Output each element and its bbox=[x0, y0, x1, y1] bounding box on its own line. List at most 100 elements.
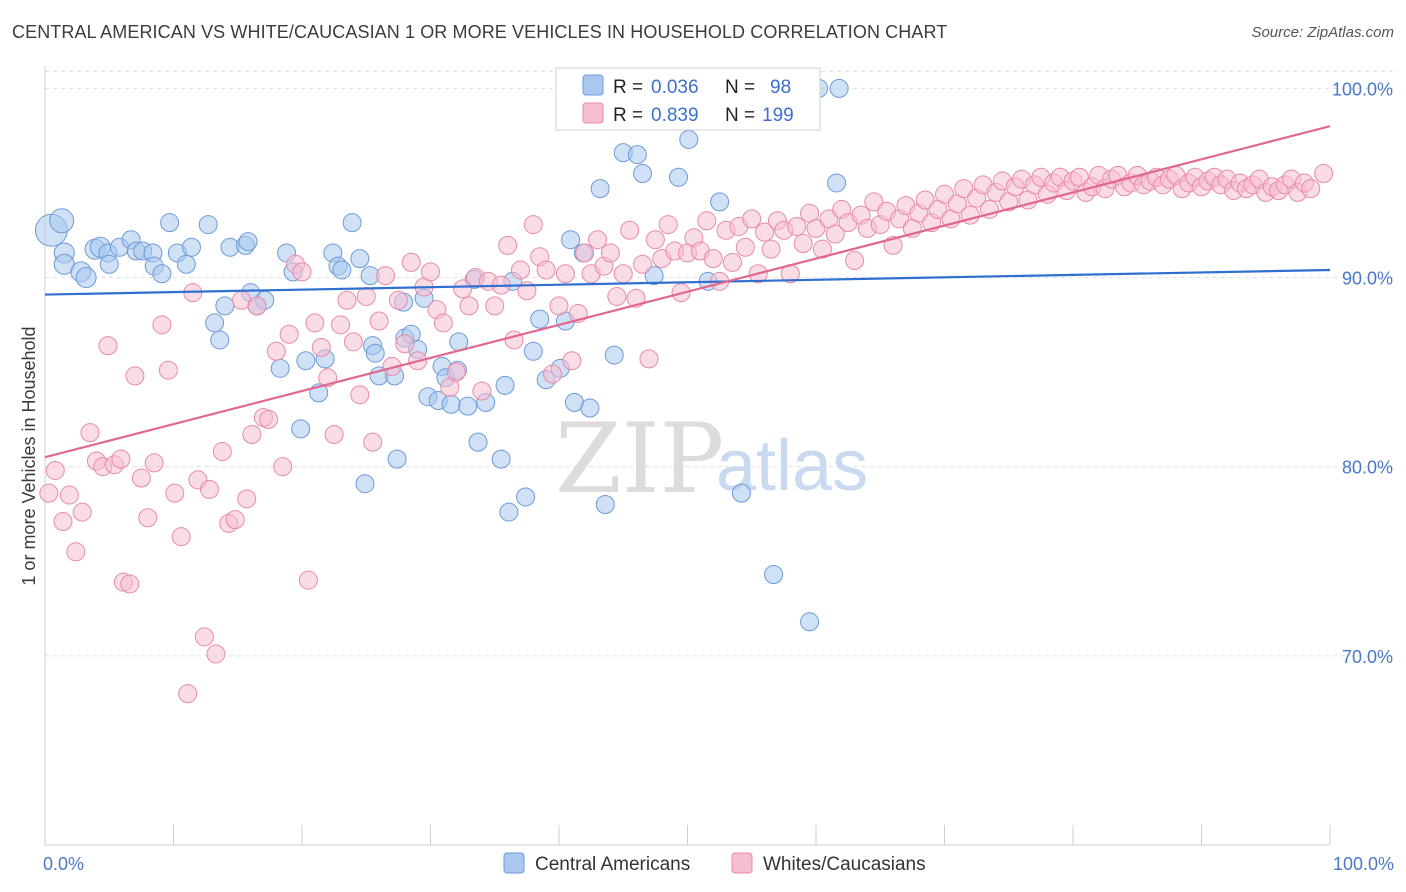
point-whites-caucasians bbox=[523, 215, 543, 235]
point-whites-caucasians bbox=[45, 460, 65, 480]
point-whites-caucasians bbox=[199, 479, 219, 499]
stats-blue-r-label: R = bbox=[613, 77, 643, 98]
point-whites-caucasians bbox=[337, 290, 357, 310]
stats-blue-n-label: N = bbox=[725, 77, 755, 98]
point-whites-caucasians bbox=[53, 512, 73, 532]
point-whites-caucasians bbox=[388, 290, 408, 310]
point-central-americans bbox=[669, 167, 689, 187]
point-central-americans bbox=[764, 565, 784, 585]
point-central-americans bbox=[49, 208, 75, 234]
point-whites-caucasians bbox=[401, 252, 421, 272]
y-tick-label: 80.0% bbox=[1342, 458, 1393, 478]
x-tick-label-max: 100.0% bbox=[1333, 854, 1394, 874]
point-whites-caucasians bbox=[98, 336, 118, 356]
point-whites-caucasians bbox=[292, 262, 312, 282]
point-central-americans bbox=[210, 330, 230, 350]
point-whites-caucasians bbox=[266, 341, 286, 361]
point-whites-caucasians bbox=[446, 362, 466, 382]
point-whites-caucasians bbox=[242, 425, 262, 445]
point-whites-caucasians bbox=[845, 251, 865, 271]
point-central-americans bbox=[270, 358, 290, 378]
point-whites-caucasians bbox=[279, 324, 299, 344]
point-whites-caucasians bbox=[111, 449, 131, 469]
point-whites-caucasians bbox=[825, 224, 845, 244]
point-central-americans bbox=[75, 267, 97, 289]
y-tick-label: 70.0% bbox=[1342, 647, 1393, 667]
y-axis-label: 1 or more Vehicles in Household bbox=[19, 326, 39, 585]
point-whites-caucasians bbox=[225, 510, 245, 530]
point-whites-caucasians bbox=[206, 644, 226, 664]
point-whites-caucasians bbox=[787, 216, 807, 236]
point-whites-caucasians bbox=[864, 192, 884, 212]
point-central-americans bbox=[561, 230, 581, 250]
point-whites-caucasians bbox=[472, 381, 492, 401]
point-whites-caucasians bbox=[305, 313, 325, 333]
point-central-americans bbox=[152, 264, 172, 284]
axes bbox=[44, 66, 1331, 846]
trend-line-whites-caucasians bbox=[44, 125, 1331, 459]
point-whites-caucasians bbox=[158, 360, 178, 380]
stats-pink-r-label: R = bbox=[613, 105, 643, 126]
point-central-americans bbox=[350, 249, 370, 269]
point-whites-caucasians bbox=[331, 315, 351, 335]
point-central-americans bbox=[387, 449, 407, 469]
point-whites-caucasians bbox=[645, 230, 665, 250]
point-whites-caucasians bbox=[350, 385, 370, 405]
watermark: ZIP atlas bbox=[555, 403, 868, 515]
point-central-americans bbox=[355, 474, 375, 494]
point-central-americans bbox=[829, 78, 849, 98]
point-whites-caucasians bbox=[171, 527, 191, 547]
stats-pink-n-label: N = bbox=[725, 105, 755, 126]
point-whites-caucasians bbox=[259, 409, 279, 429]
point-central-americans bbox=[205, 313, 225, 333]
point-whites-caucasians bbox=[510, 260, 530, 280]
point-whites-caucasians bbox=[120, 574, 140, 594]
point-whites-caucasians bbox=[536, 260, 556, 280]
point-whites-caucasians bbox=[761, 239, 781, 259]
point-whites-caucasians bbox=[498, 235, 518, 255]
point-whites-caucasians bbox=[1314, 163, 1334, 183]
x-tick-label-min: 0.0% bbox=[43, 854, 84, 874]
point-whites-caucasians bbox=[212, 442, 232, 462]
legend-label-central-americans: Central Americans bbox=[535, 854, 690, 875]
point-whites-caucasians bbox=[459, 296, 479, 316]
point-whites-caucasians bbox=[131, 468, 151, 488]
point-whites-caucasians bbox=[742, 209, 762, 229]
point-whites-caucasians bbox=[555, 264, 575, 284]
point-central-americans bbox=[633, 163, 653, 183]
point-central-americans bbox=[800, 612, 820, 632]
point-whites-caucasians bbox=[954, 179, 974, 199]
point-whites-caucasians bbox=[812, 239, 832, 259]
point-whites-caucasians bbox=[178, 684, 198, 704]
point-whites-caucasians bbox=[633, 254, 653, 274]
legend: Central Americans Whites/Caucasians bbox=[503, 852, 926, 875]
point-whites-caucasians bbox=[356, 286, 376, 306]
source-credit: Source: ZipAtlas.com bbox=[1251, 24, 1394, 41]
point-whites-caucasians bbox=[72, 502, 92, 522]
point-central-americans bbox=[679, 129, 699, 149]
point-central-americans bbox=[580, 398, 600, 418]
point-whites-caucasians bbox=[588, 230, 608, 250]
point-whites-caucasians bbox=[735, 237, 755, 257]
point-whites-caucasians bbox=[433, 313, 453, 333]
point-whites-caucasians bbox=[562, 351, 582, 371]
y-tick-labels: 70.0% 80.0% 90.0% 100.0% bbox=[1332, 79, 1393, 666]
grid-lines bbox=[45, 70, 1395, 657]
point-whites-caucasians bbox=[369, 311, 389, 331]
point-whites-caucasians bbox=[363, 432, 383, 452]
point-central-americans bbox=[491, 449, 511, 469]
point-central-americans bbox=[627, 145, 647, 165]
legend-swatch-central-americans bbox=[503, 852, 525, 874]
point-central-americans bbox=[523, 341, 543, 361]
trend-lines bbox=[44, 125, 1331, 459]
point-whites-caucasians bbox=[543, 364, 563, 384]
point-central-americans bbox=[644, 266, 664, 286]
point-central-americans bbox=[160, 213, 180, 233]
point-central-americans bbox=[468, 432, 488, 452]
stats-blue-r-value: 0.036 bbox=[651, 77, 699, 98]
y-tick-label: 100.0% bbox=[1332, 79, 1393, 99]
point-central-americans bbox=[516, 487, 536, 507]
stats-pink-n-value: 199 bbox=[762, 105, 794, 126]
point-central-americans bbox=[342, 213, 362, 233]
